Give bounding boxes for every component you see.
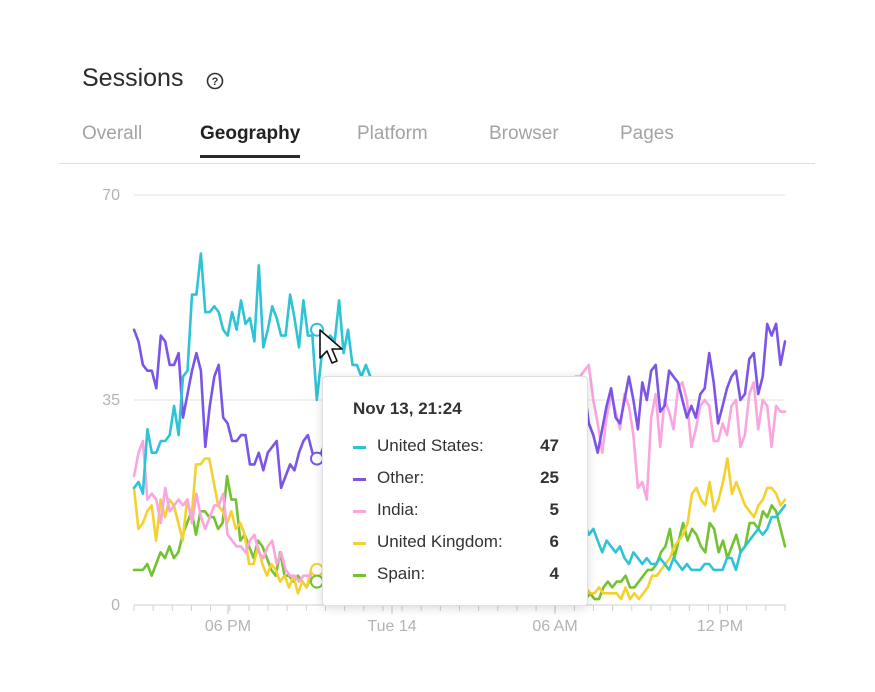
tooltip-value: 25 bbox=[540, 468, 559, 487]
tooltip-label: United Kingdom: bbox=[377, 532, 503, 551]
tooltip-swatch bbox=[353, 478, 366, 481]
tooltip-swatch bbox=[353, 542, 366, 545]
tooltip-value: 5 bbox=[549, 500, 559, 519]
tooltip-value: 6 bbox=[549, 532, 559, 551]
x-tick-label: 06 AM bbox=[532, 618, 577, 635]
tooltip-row-other: Other: 25 bbox=[353, 468, 559, 490]
tab-browser[interactable]: Browser bbox=[489, 123, 559, 144]
tooltip-label: India: bbox=[377, 500, 419, 519]
tab-geography[interactable]: Geography bbox=[200, 123, 301, 158]
tooltip-label: Spain: bbox=[377, 564, 426, 583]
question-circle-icon[interactable]: ? bbox=[206, 72, 224, 90]
tooltip-swatch bbox=[353, 510, 366, 513]
svg-text:?: ? bbox=[212, 76, 219, 88]
tooltip-label: United States: bbox=[377, 436, 484, 455]
tooltip-swatch bbox=[353, 446, 366, 449]
chart-tooltip: Nov 13, 21:24 United States: 47 Other: 2… bbox=[322, 376, 588, 606]
tooltip-row-india: India: 5 bbox=[353, 500, 559, 522]
tooltip-row-united-states: United States: 47 bbox=[353, 436, 559, 458]
tooltip-value: 4 bbox=[549, 564, 559, 583]
y-tick-label: 0 bbox=[111, 597, 120, 614]
mouse-pointer-icon bbox=[319, 329, 343, 364]
tabs-divider bbox=[59, 163, 815, 164]
x-tick-label: 06 PM bbox=[205, 618, 251, 635]
x-tick-label: 12 PM bbox=[697, 618, 743, 635]
tab-platform[interactable]: Platform bbox=[357, 123, 428, 144]
y-tick-label: 70 bbox=[102, 187, 120, 204]
tab-overall[interactable]: Overall bbox=[82, 123, 143, 144]
tooltip-row-spain: Spain: 4 bbox=[353, 564, 559, 586]
tooltip-value: 47 bbox=[540, 436, 559, 455]
tooltip-swatch bbox=[353, 574, 366, 577]
y-tick-label: 35 bbox=[102, 392, 120, 409]
tooltip-date: Nov 13, 21:24 bbox=[353, 399, 462, 418]
page-title: Sessions bbox=[82, 64, 184, 92]
x-tick-label: Tue 14 bbox=[367, 618, 416, 635]
tab-pages[interactable]: Pages bbox=[620, 123, 674, 144]
tooltip-label: Other: bbox=[377, 468, 425, 487]
tooltip-row-united-kingdom: United Kingdom: 6 bbox=[353, 532, 559, 554]
